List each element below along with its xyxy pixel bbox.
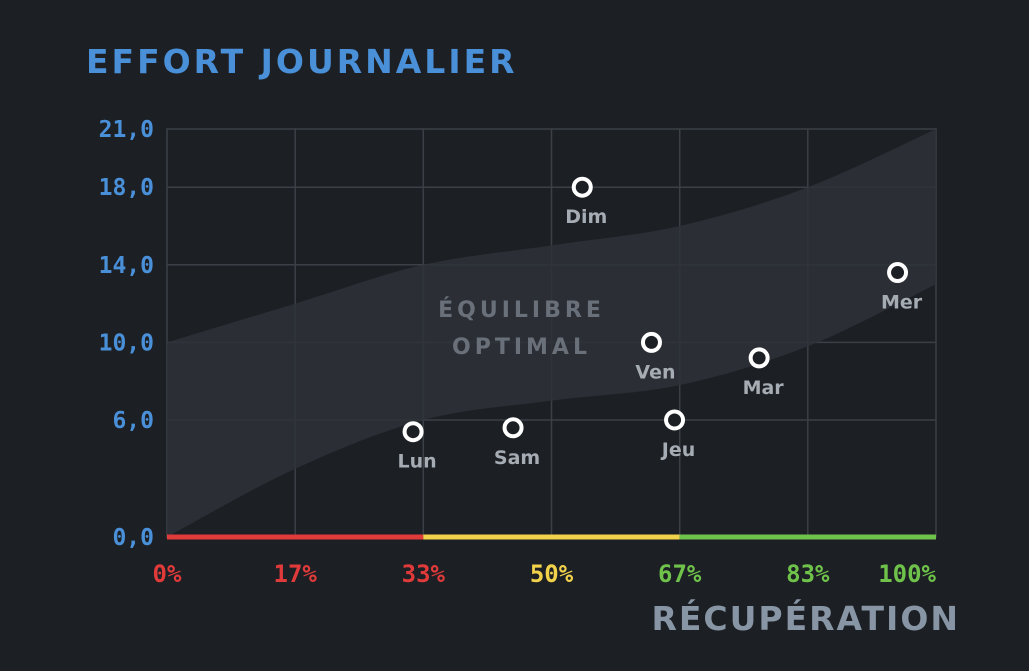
data-point-dim xyxy=(571,176,593,198)
x-tick-label-0: 0% xyxy=(153,560,182,588)
optimal-band: ÉQUILIBRE OPTIMAL xyxy=(167,129,936,537)
y-tick-label-4: 18,0 xyxy=(99,175,154,201)
data-point-label-mar: Mar xyxy=(743,377,785,399)
data-point-label-sam: Sam xyxy=(494,447,540,469)
optimal-band-area xyxy=(167,129,936,537)
data-point-lun xyxy=(402,421,424,443)
y-tick-label-0: 0,0 xyxy=(112,525,154,551)
x-tick-label-4: 67% xyxy=(658,560,702,588)
data-point-jeu xyxy=(664,409,686,431)
axes: 0,0 6,0 10,0 14,0 18,0 21,0 0% 17% 33% 50% 67% 83% 1… xyxy=(99,117,937,588)
x-axis-label: RÉCUPÉRATION xyxy=(651,598,960,638)
data-point-label-mer: Mer xyxy=(881,292,923,314)
data-point-mar xyxy=(748,347,770,369)
band-label-line-1: OPTIMAL xyxy=(452,335,591,360)
y-tick-label-5: 21,0 xyxy=(99,117,154,143)
data-point-label-jeu: Jeu xyxy=(660,439,695,461)
data-point-ven xyxy=(640,331,662,353)
y-tick-label-2: 10,0 xyxy=(99,330,154,356)
data-points: Lun Mar Mer Jeu Ven Sam Dim xyxy=(397,176,923,473)
x-tick-label-6: 100% xyxy=(878,560,936,588)
y-tick-label-3: 14,0 xyxy=(99,253,154,279)
data-point-label-ven: Ven xyxy=(635,361,675,383)
x-tick-label-2: 33% xyxy=(402,560,446,588)
chart-title: EFFORT JOURNALIER xyxy=(86,42,518,81)
x-tick-label-5: 83% xyxy=(786,560,830,588)
data-point-label-lun: Lun xyxy=(397,451,436,473)
data-point-mer xyxy=(887,262,909,284)
x-tick-label-3: 50% xyxy=(530,560,574,588)
x-tick-label-1: 17% xyxy=(274,560,318,588)
y-tick-label-1: 6,0 xyxy=(112,408,154,434)
data-point-label-dim: Dim xyxy=(565,206,607,228)
data-point-sam xyxy=(502,417,524,439)
band-label-line-0: ÉQUILIBRE xyxy=(438,297,605,323)
